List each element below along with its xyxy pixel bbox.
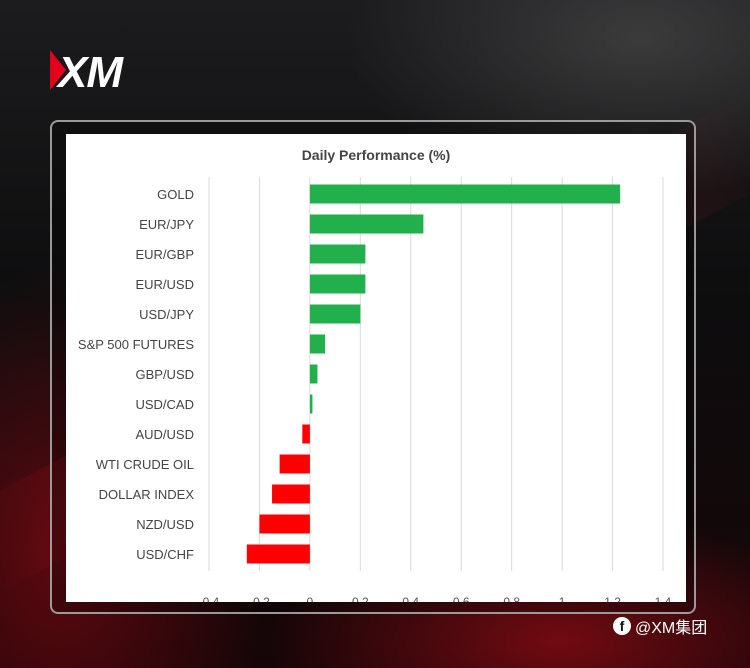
bar [279,454,310,474]
category-label: EUR/JPY [139,217,194,232]
bar [309,334,326,354]
category-label: GOLD [157,187,194,202]
x-tick-label: -0.2 [249,595,270,602]
category-label: USD/JPY [139,307,194,322]
bar [309,184,621,204]
category-label: S&P 500 FUTURES [78,337,194,352]
bar [246,544,310,564]
bar [302,424,310,444]
x-tick-label: 1.2 [604,595,621,602]
svg-text:XM: XM [55,48,124,94]
bar [309,274,366,294]
x-tick-label: -0.4 [199,595,220,602]
bar [272,484,310,504]
watermark: f @XM集团 [613,616,708,637]
x-tick-label: 0.4 [402,595,419,602]
bar [259,514,310,534]
category-label: AUD/USD [135,427,194,442]
x-tick-label: 0.6 [453,595,470,602]
xm-logo: XM [50,48,125,94]
bar [309,304,361,324]
bar [309,364,318,384]
category-label: NZD/USD [136,517,194,532]
x-tick-label: 0 [307,595,314,602]
x-tick-label: 1 [559,595,566,602]
x-tick-label: 0.8 [503,595,520,602]
category-label: EUR/USD [135,277,194,292]
bar [309,214,424,234]
x-tick-label: 0.2 [352,595,369,602]
category-label: EUR/GBP [135,247,194,262]
category-label: GBP/USD [135,367,194,382]
chart-title: Daily Performance (%) [302,147,451,163]
category-label: WTI CRUDE OIL [96,457,194,472]
chart-area: Daily Performance (%) GOLD EUR/JPY EUR/GBP… [66,134,686,609]
category-label: DOLLAR INDEX [99,487,195,502]
facebook-icon: f [613,617,631,635]
category-label: USD/CAD [135,397,194,412]
x-tick-label: 1.4 [655,595,672,602]
bar [309,244,366,264]
category-label: USD/CHF [136,547,194,562]
daily-performance-chart: Daily Performance (%) GOLD EUR/JPY EUR/GBP… [78,147,672,609]
watermark-text: @XM集团 [635,620,708,637]
bar [309,394,313,414]
